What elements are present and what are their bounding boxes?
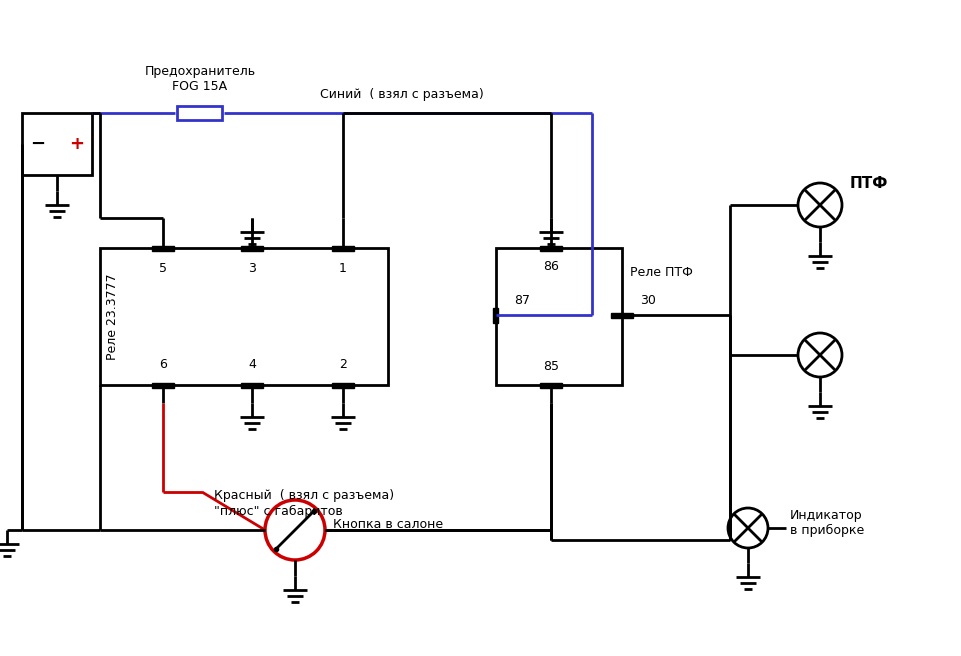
- Text: Реле ПТФ: Реле ПТФ: [629, 266, 692, 279]
- Bar: [539, 382, 561, 388]
- Text: 2: 2: [338, 358, 347, 371]
- Bar: [241, 245, 262, 251]
- Bar: [493, 308, 498, 323]
- Bar: [241, 382, 262, 388]
- Bar: [332, 382, 354, 388]
- Text: ПТФ: ПТФ: [850, 176, 887, 190]
- Bar: [152, 245, 174, 251]
- Bar: [100, 248, 387, 385]
- Bar: [332, 245, 354, 251]
- Bar: [496, 248, 622, 385]
- Text: Индикатор
в приборке: Индикатор в приборке: [789, 509, 863, 537]
- Text: Красный  ( взял с разъема): Красный ( взял с разъема): [213, 489, 394, 502]
- Bar: [610, 312, 632, 318]
- Bar: [178, 106, 222, 120]
- Bar: [22, 113, 92, 175]
- Text: "плюс" с габаритов: "плюс" с габаритов: [213, 505, 342, 518]
- Text: 5: 5: [159, 262, 167, 274]
- Text: Синий  ( взял с разъема): Синий ( взял с разъема): [320, 88, 483, 101]
- Text: 6: 6: [159, 358, 167, 371]
- Text: −: −: [31, 135, 45, 153]
- Text: 85: 85: [542, 361, 558, 373]
- Text: 87: 87: [513, 293, 530, 306]
- Text: +: +: [69, 135, 85, 153]
- Text: 3: 3: [248, 262, 256, 274]
- Text: 86: 86: [543, 260, 558, 272]
- Bar: [539, 245, 561, 251]
- Text: Предохранитель
FOG 15A: Предохранитель FOG 15A: [144, 65, 256, 93]
- Bar: [152, 382, 174, 388]
- Text: Реле 23.3777: Реле 23.3777: [107, 273, 119, 359]
- Text: 1: 1: [338, 262, 347, 274]
- Text: 30: 30: [639, 293, 655, 306]
- Text: Кнопка в салоне: Кнопка в салоне: [333, 518, 443, 531]
- Text: 4: 4: [248, 358, 256, 371]
